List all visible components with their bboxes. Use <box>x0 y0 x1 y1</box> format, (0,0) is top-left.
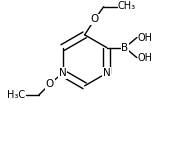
Text: OH: OH <box>138 33 153 43</box>
Text: H₃C: H₃C <box>7 90 25 100</box>
Text: CH₃: CH₃ <box>117 1 136 11</box>
Text: OH: OH <box>138 53 153 63</box>
Text: B: B <box>121 43 129 53</box>
Text: N: N <box>103 68 111 78</box>
Text: N: N <box>59 68 66 78</box>
Text: O: O <box>91 14 99 24</box>
Text: O: O <box>46 79 54 89</box>
